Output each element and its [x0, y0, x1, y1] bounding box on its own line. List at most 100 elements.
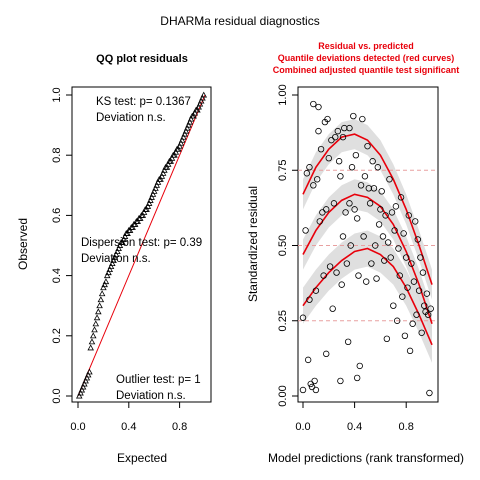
residual-point	[412, 218, 419, 225]
residual-point	[313, 176, 321, 183]
qq-point	[190, 112, 197, 119]
qq-point	[126, 227, 134, 233]
qq-point	[200, 91, 208, 98]
qq-point	[116, 242, 124, 248]
residual-points-group	[299, 100, 434, 397]
residual-point	[310, 100, 317, 108]
qq-y-tick-label: 1.0	[51, 87, 63, 102]
residual-point	[339, 233, 347, 240]
qq-point	[81, 380, 88, 387]
qq-point	[181, 130, 188, 137]
qq-point	[102, 278, 110, 285]
qq-point	[96, 302, 103, 309]
residual-point	[397, 194, 405, 201]
qq-point	[178, 136, 186, 143]
qq-point	[110, 257, 117, 264]
residual-point	[344, 338, 352, 346]
qq-point	[180, 133, 187, 140]
qq-point	[82, 377, 89, 384]
qq-x-axis-label: Expected	[117, 451, 167, 465]
residual-point	[360, 233, 367, 240]
dispersion-test-deviation: Deviation n.s.	[81, 253, 151, 265]
qq-point	[183, 124, 191, 131]
residual-point	[405, 212, 412, 219]
residual-point	[306, 164, 313, 171]
qq-point	[88, 338, 96, 345]
qq-y-tick-label: 0.6	[51, 208, 63, 223]
residual-title-line-1: Residual vs. predicted	[318, 41, 414, 51]
qq-point	[105, 269, 112, 276]
qq-point	[195, 103, 202, 110]
qq-y-tick-label: 0.0	[51, 388, 63, 403]
residual-point	[315, 127, 322, 135]
outlier-test-label: Outlier test: p= 1	[116, 374, 201, 386]
residual-point	[330, 200, 338, 207]
residual-point	[342, 209, 349, 216]
residual-point	[323, 206, 330, 213]
residual-point	[372, 242, 379, 249]
residual-point	[361, 173, 369, 180]
qq-point	[182, 127, 190, 134]
qq-point	[136, 214, 144, 221]
residual-point	[421, 302, 428, 309]
qq-point	[161, 166, 168, 173]
residual-point	[341, 124, 348, 132]
quantile-curve	[302, 193, 433, 325]
qq-point	[92, 320, 100, 327]
residual-point	[382, 212, 389, 219]
qq-plot-panel: QQ plot residuals 0.0 0.4 0.8 0.0 0.2 0.4 0.6…	[16, 53, 212, 465]
residual-point	[388, 209, 396, 216]
outlier-test-deviation: Deviation n.s.	[116, 390, 186, 402]
residual-point	[393, 317, 401, 324]
residual-point	[373, 275, 380, 282]
residual-title-line-2: Quantile deviations detected (red curves…	[278, 53, 455, 63]
qq-point	[158, 172, 166, 179]
residual-point	[302, 227, 309, 234]
qq-point	[103, 272, 111, 279]
qq-point	[98, 290, 106, 297]
qq-point	[194, 106, 201, 113]
residual-point	[364, 142, 371, 150]
residual-point	[347, 242, 354, 249]
residual-point	[386, 176, 393, 183]
qq-point	[168, 154, 176, 161]
residual-point	[417, 254, 424, 261]
qq-point	[147, 196, 154, 203]
residual-reference-lines	[298, 169, 438, 322]
residual-x-axis: 0.0 0.4 0.8	[295, 402, 414, 433]
residual-y-tick-label: 0.75	[277, 160, 289, 181]
residual-point	[377, 206, 384, 213]
residual-point	[350, 112, 357, 120]
residual-point	[356, 362, 363, 370]
qq-point	[100, 284, 107, 291]
qq-point	[186, 118, 194, 125]
qq-point	[83, 374, 91, 381]
residual-point	[368, 260, 375, 267]
qq-point	[199, 94, 206, 101]
qq-point	[121, 233, 129, 239]
residual-point	[337, 377, 344, 385]
residual-point	[353, 374, 361, 382]
residual-point	[400, 230, 407, 237]
residual-x-axis-label: Model predictions (rank transformed)	[268, 451, 464, 465]
residual-y-tick-label: 1.00	[277, 84, 289, 105]
qq-point	[143, 205, 150, 212]
qq-point	[114, 248, 121, 255]
qq-point	[149, 190, 157, 197]
residual-point	[413, 311, 420, 318]
qq-point	[86, 368, 93, 375]
qq-y-axis-label: Observed	[16, 218, 30, 270]
residual-point	[333, 269, 340, 276]
qq-point	[176, 142, 183, 149]
residual-point	[312, 386, 320, 394]
qq-point	[111, 254, 119, 261]
residual-point	[303, 170, 311, 177]
residual-point	[404, 284, 411, 291]
residual-point	[363, 278, 370, 285]
dispersion-test-label: Dispersion test: p= 0.39	[81, 237, 202, 249]
residual-point	[392, 203, 400, 210]
residual-x-tick-label: 0.4	[347, 421, 362, 433]
residual-y-tick-label: 0.50	[277, 235, 289, 256]
qq-point	[140, 208, 148, 215]
